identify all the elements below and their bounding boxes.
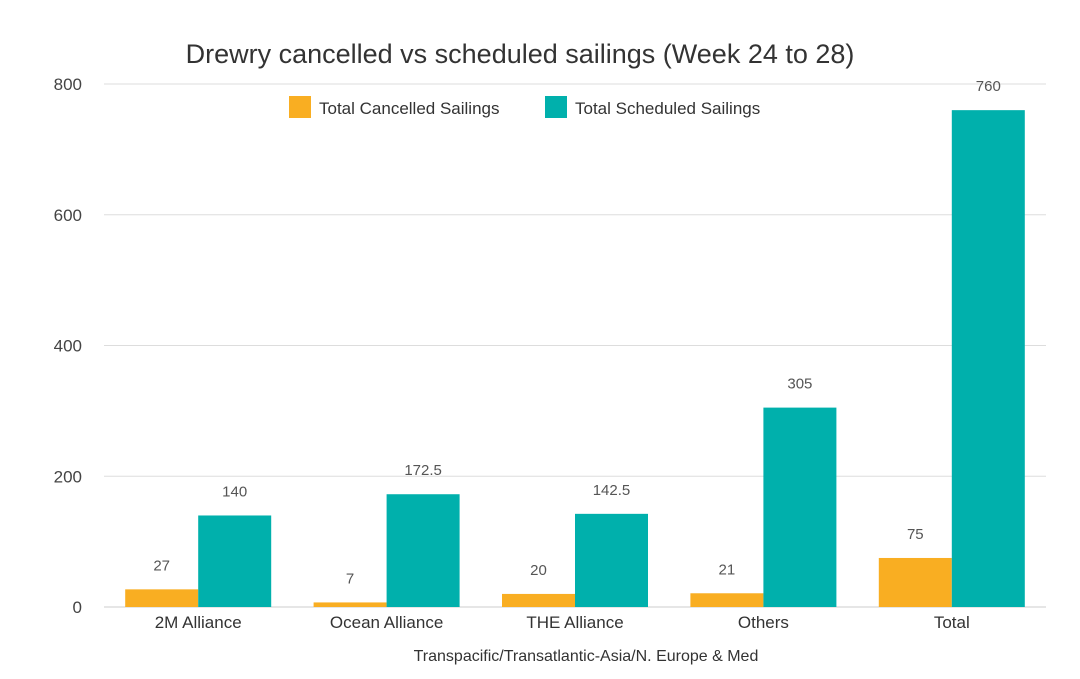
legend-label-scheduled: Total Scheduled Sailings	[575, 99, 760, 118]
data-label: 140	[222, 483, 247, 500]
data-label: 75	[907, 526, 924, 543]
y-tick-label: 800	[54, 75, 82, 94]
y-axis-ticks: 0 200 400 600 800	[54, 75, 82, 617]
bar-cancelled[interactable]	[125, 589, 199, 607]
data-label: 760	[976, 78, 1001, 95]
legend-label-cancelled: Total Cancelled Sailings	[319, 99, 500, 118]
legend-swatch-cancelled	[289, 96, 311, 118]
x-axis-label: Transpacific/Transatlantic-Asia/N. Europ…	[414, 648, 759, 665]
bars	[125, 110, 1025, 608]
data-label: 142.5	[593, 482, 631, 499]
data-label: 27	[153, 557, 170, 574]
data-label: 21	[719, 561, 736, 578]
legend-swatch-scheduled	[545, 96, 567, 118]
legend-item-scheduled[interactable]: Total Scheduled Sailings	[545, 96, 760, 118]
bar-cancelled[interactable]	[690, 593, 764, 607]
bar-cancelled[interactable]	[878, 557, 952, 607]
x-category-label: Ocean Alliance	[330, 613, 443, 632]
bar-scheduled[interactable]	[763, 407, 837, 607]
y-tick-label: 200	[54, 467, 82, 486]
x-category-label: THE Alliance	[526, 613, 623, 632]
x-category-label: Total	[934, 613, 970, 632]
legend-item-cancelled[interactable]: Total Cancelled Sailings	[289, 96, 500, 118]
data-label: 172.5	[404, 462, 442, 479]
legend: Total Cancelled Sailings Total Scheduled…	[289, 96, 760, 118]
data-label: 7	[346, 570, 354, 587]
data-label: 305	[787, 376, 812, 393]
x-axis-categories: 2M Alliance Ocean Alliance THE Alliance Oth…	[155, 613, 970, 632]
bar-scheduled[interactable]	[386, 494, 460, 607]
bar-cancelled[interactable]	[502, 593, 575, 607]
y-tick-label: 600	[54, 206, 82, 225]
bar-scheduled[interactable]	[198, 515, 272, 607]
y-tick-label: 400	[54, 337, 82, 356]
x-category-label: Others	[738, 613, 789, 632]
chart-title: Drewry cancelled vs scheduled sailings (…	[186, 39, 855, 69]
bar-scheduled[interactable]	[575, 513, 648, 607]
bar-cancelled[interactable]	[313, 602, 387, 607]
bar-scheduled[interactable]	[951, 110, 1025, 608]
y-tick-label: 0	[73, 598, 82, 617]
data-labels: 27 140 7 172.5 20 142.5 21 305 75 760	[153, 78, 1000, 587]
x-category-label: 2M Alliance	[155, 613, 242, 632]
data-label: 20	[530, 562, 547, 579]
